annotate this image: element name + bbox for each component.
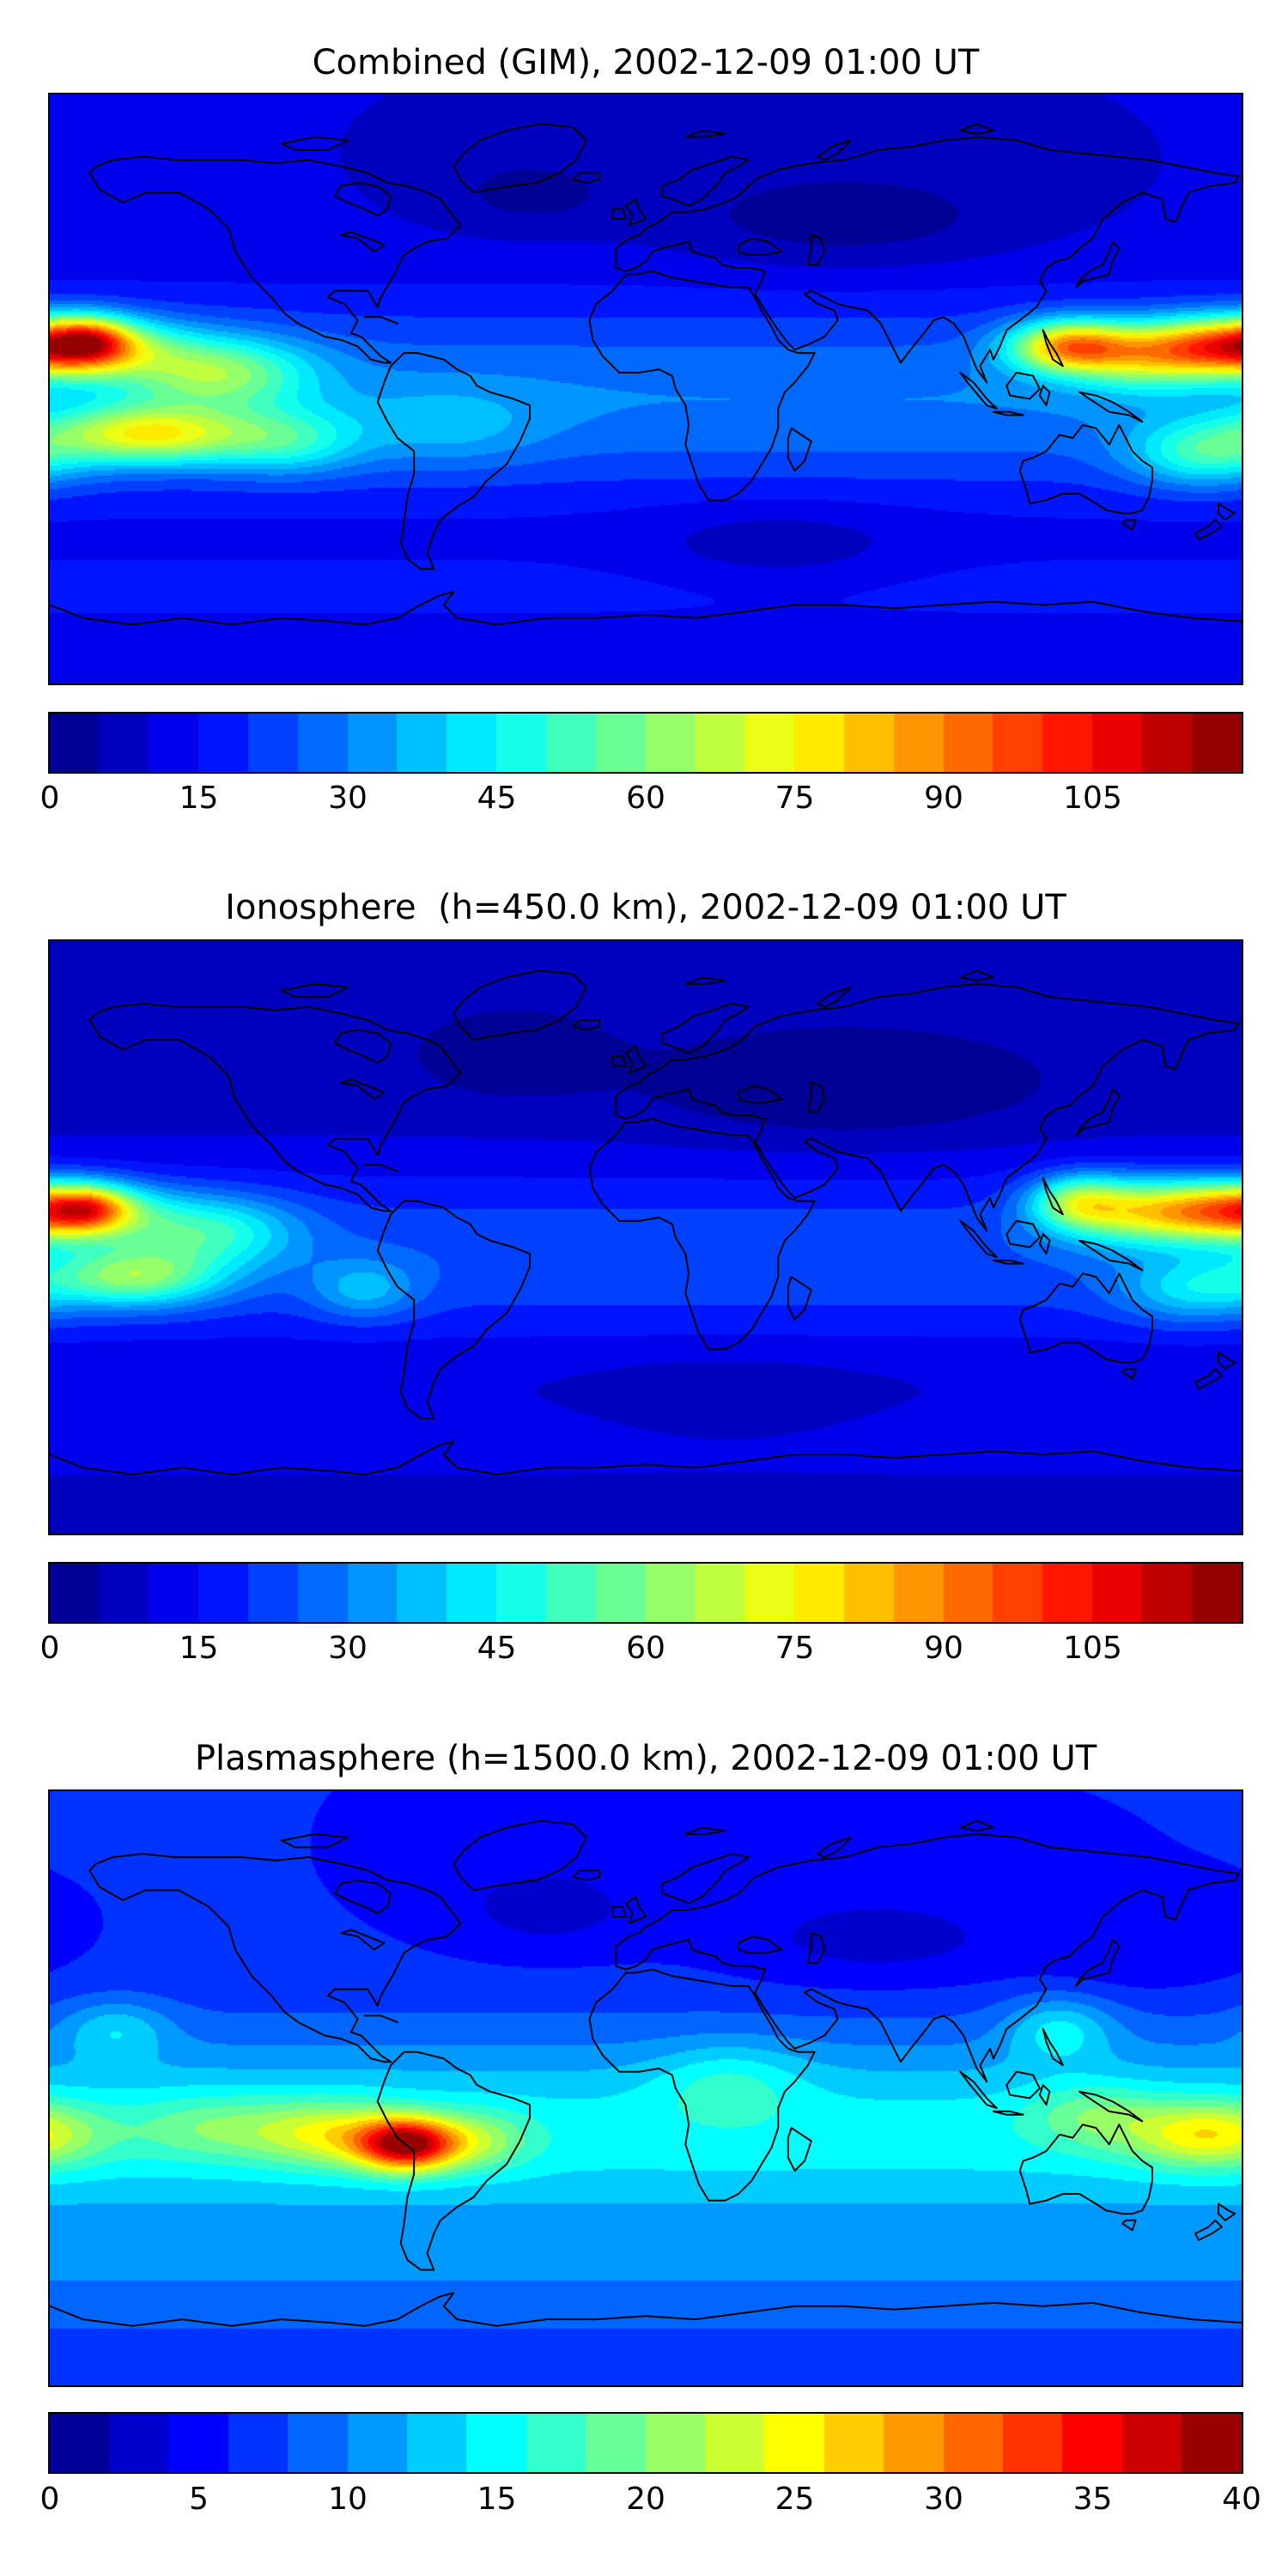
colorbar-tick: 25 xyxy=(775,2482,815,2517)
colorbar-tick: 75 xyxy=(775,781,815,816)
colorbar-canvas-ionosphere xyxy=(50,1564,1242,1622)
colorbar-tick: 60 xyxy=(626,781,665,816)
colorbar-tick: 15 xyxy=(179,1631,219,1666)
coastline-overlay-combined xyxy=(50,94,1242,683)
colorbar-tick: 40 xyxy=(1222,2482,1261,2517)
map-plasmasphere xyxy=(48,1789,1243,2387)
colorbar-tick: 0 xyxy=(39,781,60,816)
colorbar-tick: 15 xyxy=(477,2482,517,2517)
panel-title-ionosphere: Ionosphere (h=450.0 km), 2002-12-09 01:0… xyxy=(225,888,1066,927)
map-canvas-ionosphere xyxy=(50,941,1242,1534)
map-combined xyxy=(48,93,1243,685)
colorbar-ionosphere xyxy=(48,1562,1243,1624)
colorbar-tick: 30 xyxy=(328,1631,368,1666)
colorbar-tick: 0 xyxy=(39,1631,60,1666)
colorbar-tick: 10 xyxy=(328,2482,368,2517)
colorbar-plasmasphere xyxy=(48,2412,1243,2474)
coastline-overlay-ionosphere xyxy=(50,941,1242,1534)
colorbar-tick: 15 xyxy=(179,781,219,816)
colorbar-tick: 90 xyxy=(924,781,963,816)
colorbar-tick: 105 xyxy=(1063,781,1122,816)
colorbar-canvas-plasmasphere xyxy=(50,2414,1242,2472)
colorbar-canvas-combined xyxy=(50,714,1242,772)
map-canvas-plasmasphere xyxy=(50,1791,1242,2385)
colorbar-tick: 20 xyxy=(626,2482,665,2517)
colorbar-ticks-combined: 0 15 30 45 60 75 90 105 xyxy=(40,780,1242,819)
colorbar-tick: 0 xyxy=(39,2482,60,2517)
colorbar-combined xyxy=(48,712,1243,774)
colorbar-tick: 90 xyxy=(924,1631,963,1666)
coastline-overlay-plasmasphere xyxy=(50,1791,1242,2385)
panel-title-combined: Combined (GIM), 2002-12-09 01:00 UT xyxy=(312,43,980,82)
colorbar-tick: 75 xyxy=(775,1631,815,1666)
colorbar-tick: 105 xyxy=(1063,1631,1122,1666)
colorbar-tick: 45 xyxy=(477,1631,517,1666)
colorbar-tick: 35 xyxy=(1072,2482,1113,2517)
colorbar-tick: 45 xyxy=(477,781,517,816)
map-canvas-combined xyxy=(50,94,1242,683)
colorbar-ticks-ionosphere: 0 15 30 45 60 75 90 105 xyxy=(40,1630,1242,1669)
colorbar-tick: 60 xyxy=(626,1631,665,1666)
colorbar-tick: 30 xyxy=(924,2482,963,2517)
panel-title-plasmasphere: Plasmasphere (h=1500.0 km), 2002-12-09 0… xyxy=(194,1739,1097,1778)
map-ionosphere xyxy=(48,939,1243,1535)
colorbar-tick: 30 xyxy=(328,781,368,816)
colorbar-tick: 5 xyxy=(189,2482,209,2517)
colorbar-ticks-plasmasphere: 0 5 10 15 20 25 30 35 40 xyxy=(40,2481,1261,2520)
